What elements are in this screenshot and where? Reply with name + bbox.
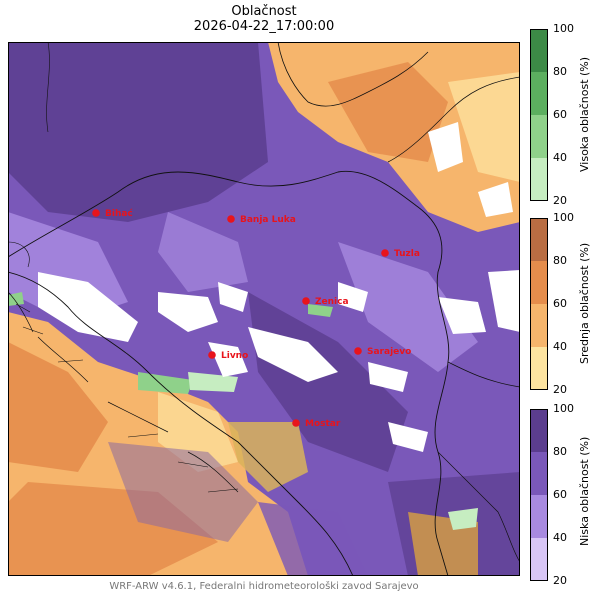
colorbar-mid-cloud-swatches <box>530 218 548 390</box>
color-swatch <box>530 218 548 261</box>
colorbar-low-cloud <box>530 409 548 581</box>
color-swatch <box>530 158 548 201</box>
colorbar-tick: 40 <box>553 531 567 544</box>
city-mostar: Mostar <box>292 419 341 429</box>
colorbar-high-cloud <box>530 29 548 201</box>
colorbar-low-cloud-swatches <box>530 409 548 581</box>
color-swatch <box>530 347 548 390</box>
city-label: Mostar <box>305 419 341 429</box>
colorbar-tick: 20 <box>553 574 567 587</box>
city-marker <box>92 209 100 217</box>
city-marker <box>302 297 310 305</box>
city-marker <box>354 347 362 355</box>
colorbar-tick: 60 <box>553 297 567 310</box>
colorbar-mid-cloud <box>530 218 548 390</box>
color-swatch <box>530 304 548 347</box>
city-banja-luka: Banja Luka <box>227 215 296 225</box>
city-marker <box>292 419 300 427</box>
color-swatch <box>530 452 548 495</box>
colorbar-tick: 20 <box>553 383 567 396</box>
colorbar-tick: 20 <box>553 194 567 207</box>
colorbar-tick: 80 <box>553 65 567 78</box>
colorbar-label-high: Visoka oblačnost (%) <box>578 56 591 172</box>
color-swatch <box>530 261 548 304</box>
city-sarajevo: Sarajevo <box>354 347 411 357</box>
colorbar-tick: 60 <box>553 488 567 501</box>
model-credit: WRF-ARW v4.6.1, Federalni hidrometeorolo… <box>109 581 419 592</box>
city-marker <box>381 249 389 257</box>
city-label: Livno <box>221 351 248 361</box>
city-zenica: Zenica <box>302 297 349 307</box>
colorbar-tick: 80 <box>553 445 567 458</box>
city-label: Bihać <box>105 208 133 219</box>
city-label: Tuzla <box>394 249 420 259</box>
city-label: Banja Luka <box>240 215 296 225</box>
city-marker <box>227 215 235 223</box>
map-datetime: 2026-04-22_17:00:00 <box>193 19 335 34</box>
colorbar-tick: 100 <box>553 211 574 224</box>
color-swatch <box>530 409 548 452</box>
cloud-cover-map: Bihać Banja Luka Tuzla Zenica Livno Sara… <box>8 42 520 576</box>
colorbar-tick: 100 <box>553 402 574 415</box>
color-swatch <box>530 72 548 115</box>
city-label: Zenica <box>315 297 349 307</box>
colorbar-tick: 80 <box>553 254 567 267</box>
colorbar-label-low: Niska oblačnost (%) <box>578 436 591 546</box>
colorbar-tick: 100 <box>553 22 574 35</box>
colorbar-tick: 40 <box>553 151 567 164</box>
colorbar-high-cloud-swatches <box>530 29 548 201</box>
city-marker <box>208 351 216 359</box>
city-livno: Livno <box>208 351 248 361</box>
colorbar-tick: 40 <box>553 340 567 353</box>
city-label: Sarajevo <box>367 347 411 357</box>
color-swatch <box>530 495 548 538</box>
city-tuzla: Tuzla <box>381 249 420 259</box>
color-swatch <box>530 538 548 581</box>
color-swatch <box>530 29 548 72</box>
color-swatch <box>530 115 548 158</box>
colorbar-tick: 60 <box>553 108 567 121</box>
map-title: Oblačnost <box>231 4 297 19</box>
city-bihac: Bihać <box>92 208 133 219</box>
colorbar-label-mid: Srednja oblačnost (%) <box>578 242 591 364</box>
